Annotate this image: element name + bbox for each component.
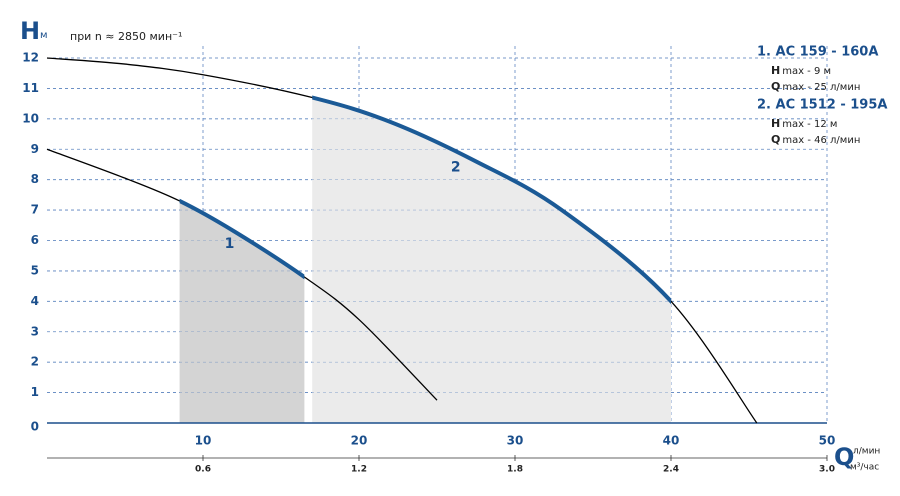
spec-text: max - 12 м [782,119,837,130]
x2-tick-label: 3.0 [819,465,835,475]
spec-symbol: Q [771,80,780,93]
y-tick-label: 0 [31,420,39,434]
x2-tick-label: 2.4 [663,465,679,475]
spec-text: max - 25 л/мин [782,82,860,93]
spec-text: max - 46 л/мин [782,135,860,146]
x2-tick-label: 1.2 [351,465,367,475]
curve-highlight [312,95,671,305]
y-tick-label: 4 [31,294,39,308]
model-title: 2. AC 1512 - 195A [757,98,887,113]
model-title: 1. AC 159 - 160A [757,45,878,60]
y-tick-label: 6 [31,233,39,247]
curve-label: 1 [225,236,235,252]
y-tick-label: 8 [31,172,39,186]
y-tick-label: 7 [31,203,39,217]
x-label: Q [834,443,854,471]
y-tick-label: 9 [31,142,39,156]
x2-tick-label: 0.6 [195,465,211,475]
working-range [312,58,671,423]
x-tick-label: 10 [195,434,212,448]
spec-text: max - 9 м [782,66,831,77]
x2-tick-label: 1.8 [507,465,523,475]
subtitle: при n ≈ 2850 мин⁻¹ [70,30,182,43]
x-tick-label: 50 [819,434,836,448]
x-tick-label: 40 [663,434,680,448]
y-tick-label: 12 [22,51,39,65]
y-label: H [20,17,40,45]
y-unit: м [40,30,48,41]
x-tick-label: 30 [507,434,524,448]
spec-symbol: H [771,117,780,130]
x-unit: л/мин [853,447,880,457]
y-tick-label: 3 [31,324,39,338]
curve-highlight [179,198,305,280]
y-tick-label: 2 [31,355,39,369]
spec-symbol: Q [771,133,780,146]
y-tick-label: 1 [31,385,39,399]
y-tick-label: 5 [31,263,39,277]
spec-symbol: H [771,64,780,77]
y-tick-label: 11 [22,81,39,95]
x-tick-label: 20 [351,434,368,448]
curve-label: 2 [451,159,461,175]
x2-unit: м³/час [850,463,879,473]
y-tick-label: 10 [22,111,39,125]
